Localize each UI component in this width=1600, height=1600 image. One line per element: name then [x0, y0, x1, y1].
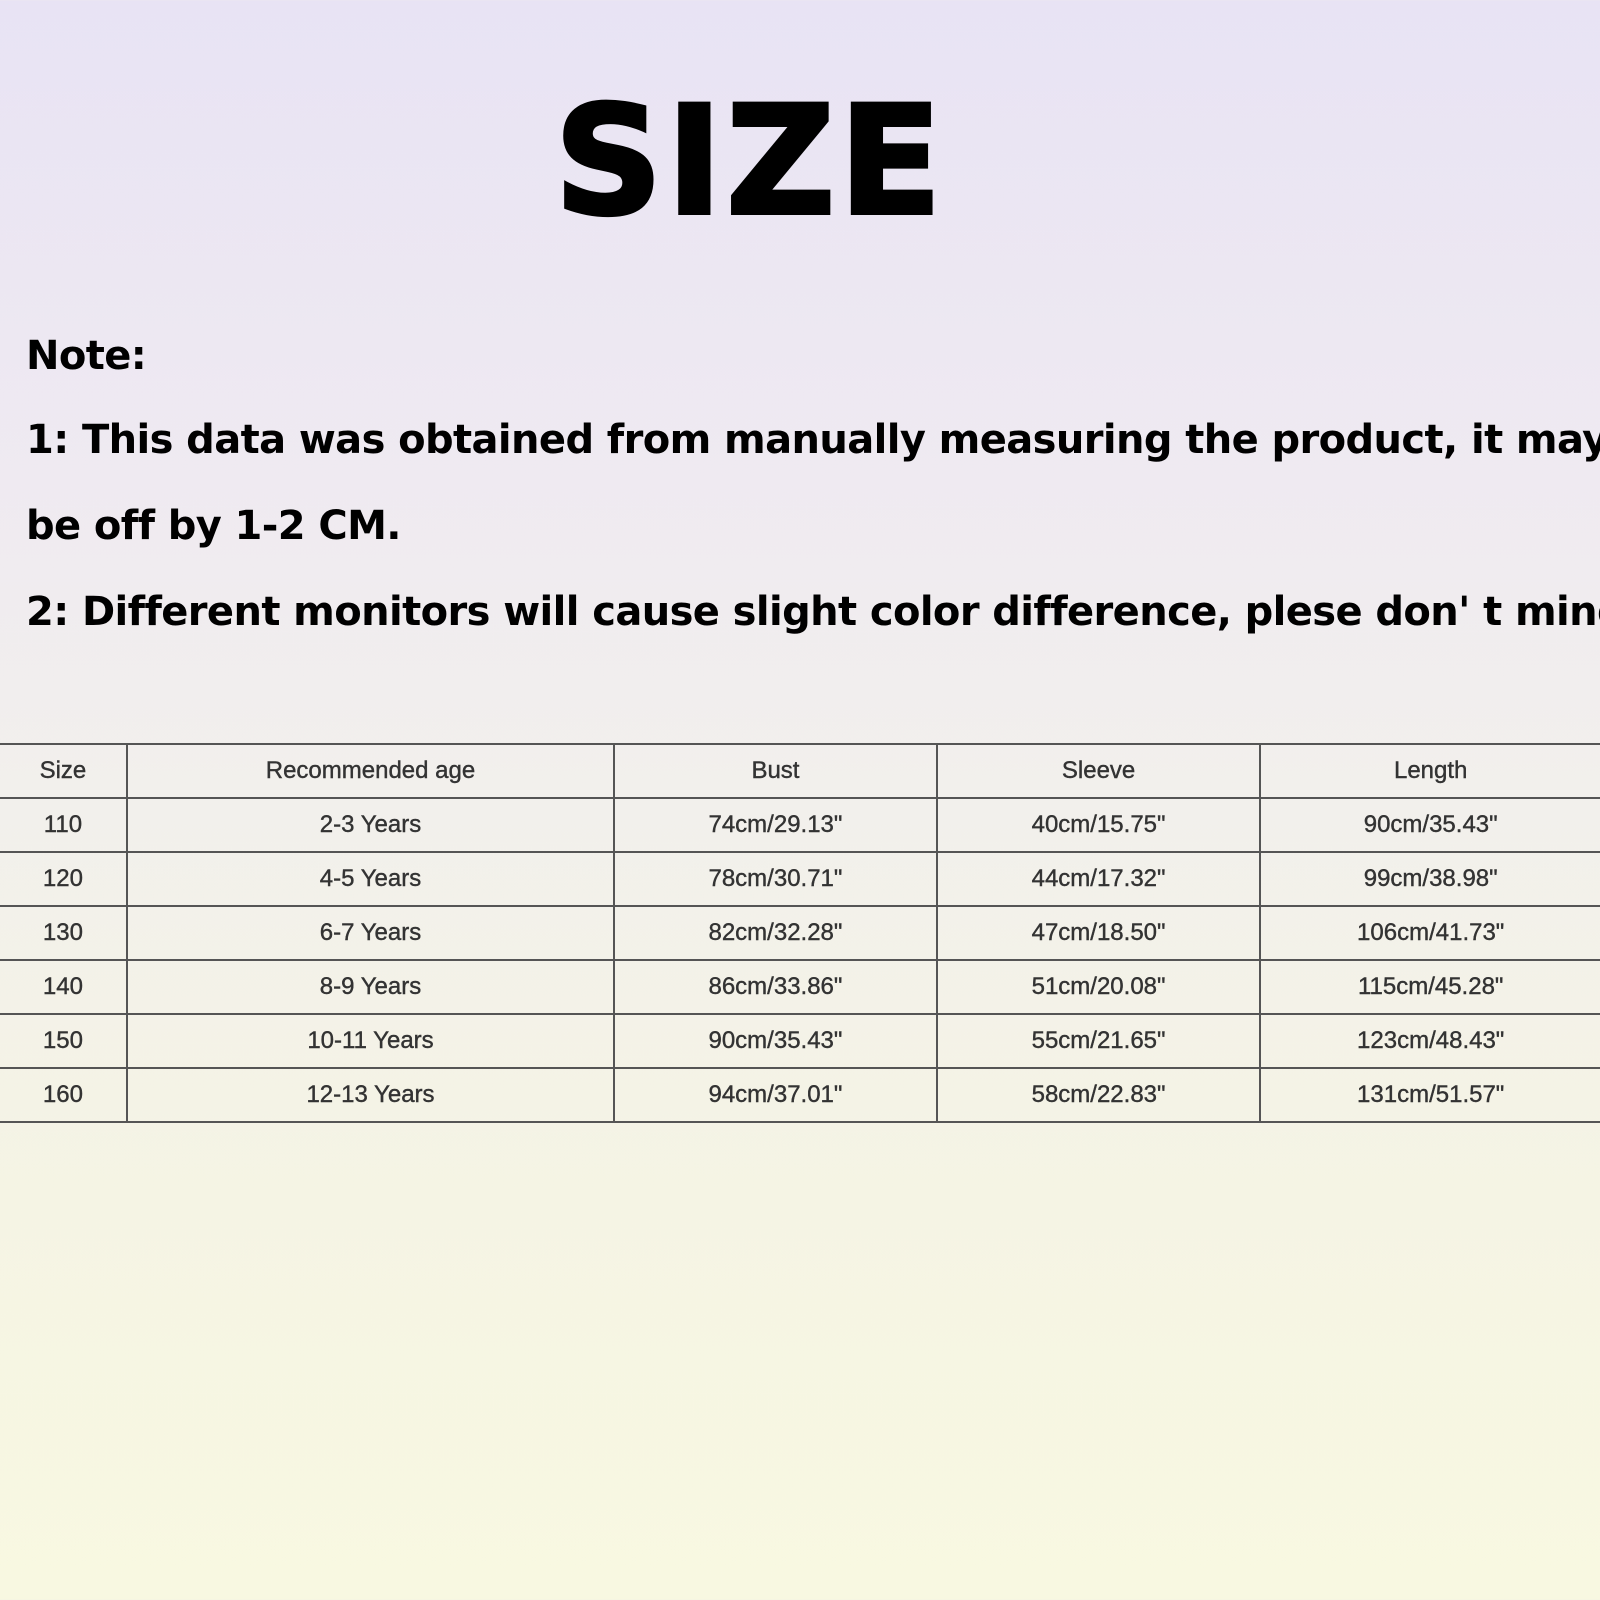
- cell-recommended-age: 2-3 Years: [125, 797, 616, 853]
- cell-length: 106cm/41.73": [1259, 905, 1600, 961]
- header-size: Size: [0, 743, 128, 799]
- cell-recommended-age: 10-11 Years: [125, 1013, 616, 1069]
- cell-size: 110: [0, 797, 128, 853]
- cell-size: 140: [0, 959, 128, 1015]
- table-header-row: Size Recommended age Bust Sleeve Length: [0, 743, 1600, 799]
- cell-recommended-age: 8-9 Years: [125, 959, 616, 1015]
- note-line-2: 2: Different monitors will cause slight …: [26, 589, 1600, 635]
- header-length: Length: [1259, 743, 1600, 799]
- header-sleeve: Sleeve: [935, 743, 1262, 799]
- table-row: 140 8-9 Years 86cm/33.86" 51cm/20.08" 115cm/…: [0, 959, 1600, 1015]
- cell-sleeve: 40cm/15.75": [935, 797, 1262, 853]
- cell-recommended-age: 12-13 Years: [125, 1067, 616, 1123]
- cell-size: 150: [0, 1013, 128, 1069]
- cell-sleeve: 47cm/18.50": [935, 905, 1262, 961]
- table-row: 160 12-13 Years 94cm/37.01" 58cm/22.83" 131c…: [0, 1067, 1600, 1123]
- cell-size: 120: [0, 851, 128, 907]
- cell-bust: 90cm/35.43": [613, 1013, 938, 1069]
- table-row: 110 2-3 Years 74cm/29.13" 40cm/15.75" 90cm/3…: [0, 797, 1600, 853]
- cell-bust: 94cm/37.01": [613, 1067, 938, 1123]
- table-row: 130 6-7 Years 82cm/32.28" 47cm/18.50" 106cm/…: [0, 905, 1600, 961]
- cell-bust: 86cm/33.86": [613, 959, 938, 1015]
- cell-length: 115cm/45.28": [1259, 959, 1600, 1015]
- cell-bust: 78cm/30.71": [613, 851, 938, 907]
- cell-bust: 82cm/32.28": [613, 905, 938, 961]
- cell-length: 131cm/51.57": [1259, 1067, 1600, 1123]
- note-line-1: 1: This data was obtained from manually …: [26, 417, 1600, 463]
- header-bust: Bust: [613, 743, 938, 799]
- table-row: 150 10-11 Years 90cm/35.43" 55cm/21.65" 123c…: [0, 1013, 1600, 1069]
- cell-sleeve: 51cm/20.08": [935, 959, 1262, 1015]
- cell-recommended-age: 6-7 Years: [125, 905, 616, 961]
- cell-recommended-age: 4-5 Years: [125, 851, 616, 907]
- header-recommended-age: Recommended age: [125, 743, 616, 799]
- cell-size: 160: [0, 1067, 128, 1123]
- note-heading: Note:: [26, 333, 147, 379]
- cell-length: 123cm/48.43": [1259, 1013, 1600, 1069]
- cell-sleeve: 44cm/17.32": [935, 851, 1262, 907]
- cell-bust: 74cm/29.13": [613, 797, 938, 853]
- note-line-1-continued: be off by 1-2 CM.: [26, 503, 401, 549]
- size-table: Size Recommended age Bust Sleeve Length …: [0, 743, 1600, 1123]
- cell-sleeve: 58cm/22.83": [935, 1067, 1262, 1123]
- cell-length: 99cm/38.98": [1259, 851, 1600, 907]
- page-title: SIZE: [552, 75, 946, 249]
- cell-size: 130: [0, 905, 128, 961]
- table-row: 120 4-5 Years 78cm/30.71" 44cm/17.32" 99cm/3…: [0, 851, 1600, 907]
- cell-sleeve: 55cm/21.65": [935, 1013, 1262, 1069]
- cell-length: 90cm/35.43": [1259, 797, 1600, 853]
